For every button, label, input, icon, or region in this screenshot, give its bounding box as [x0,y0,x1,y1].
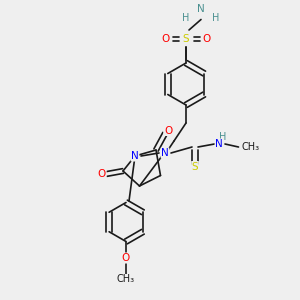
Text: O: O [203,34,211,44]
Text: N: N [131,151,139,161]
Text: O: O [98,169,106,179]
Text: O: O [164,125,172,136]
Text: N: N [215,139,223,149]
Text: O: O [161,34,169,44]
Text: CH₃: CH₃ [242,142,260,152]
Text: H: H [219,132,226,142]
Text: CH₃: CH₃ [117,274,135,284]
Text: N: N [197,4,205,14]
Text: S: S [183,34,189,44]
Text: H: H [212,13,220,23]
Text: O: O [122,253,130,263]
Text: S: S [192,161,198,172]
Text: N: N [161,148,169,158]
Text: H: H [182,13,190,23]
